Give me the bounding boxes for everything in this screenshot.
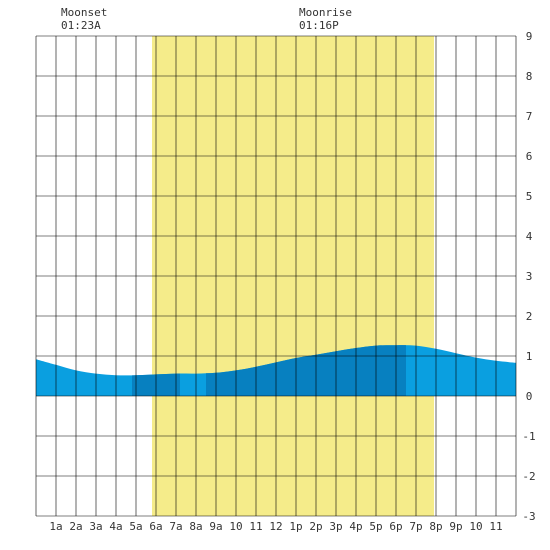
x-tick-label: 9a <box>209 520 222 533</box>
y-tick-label: 6 <box>526 150 533 163</box>
x-tick-label: 8a <box>189 520 202 533</box>
y-tick-label: -2 <box>522 470 535 483</box>
y-tick-label: 9 <box>526 30 533 43</box>
y-tick-label: -3 <box>522 510 535 523</box>
y-tick-label: 0 <box>526 390 533 403</box>
x-tick-label: 4p <box>349 520 362 533</box>
x-tick-label: 4a <box>109 520 122 533</box>
x-tick-label: 6p <box>389 520 402 533</box>
x-tick-label: 7a <box>169 520 182 533</box>
x-tick-labels: 1a 2a 3a 4a 5a 6a 7a 8a 9a 10 11 12 1p 2p 3p 4p 5p 6p 7p 8p… <box>49 520 502 533</box>
x-tick-label: 2p <box>309 520 322 533</box>
x-tick-label: 8p <box>429 520 442 533</box>
x-tick-label: 1a <box>49 520 62 533</box>
y-tick-label: 5 <box>526 190 533 203</box>
x-tick-label: 11 <box>489 520 502 533</box>
x-tick-label: 7p <box>409 520 422 533</box>
y-tick-label: 1 <box>526 350 533 363</box>
moonset-time: 01:23A <box>61 19 101 32</box>
moonrise-time: 01:16P <box>299 19 339 32</box>
y-tick-label: 7 <box>526 110 533 123</box>
x-tick-label: 10 <box>469 520 482 533</box>
x-tick-label: 11 <box>249 520 262 533</box>
x-tick-label: 3a <box>89 520 102 533</box>
y-tick-label: 3 <box>526 270 533 283</box>
y-tick-label: 2 <box>526 310 533 323</box>
x-tick-label: 1p <box>289 520 302 533</box>
x-tick-label: 2a <box>69 520 82 533</box>
y-tick-label: 8 <box>526 70 533 83</box>
moonset-label: Moonset 01:23A <box>61 6 107 32</box>
x-tick-label: 6a <box>149 520 162 533</box>
x-tick-label: 5a <box>129 520 142 533</box>
grid-layer <box>35 35 517 517</box>
x-tick-label: 10 <box>229 520 242 533</box>
moonrise-title: Moonrise <box>299 6 352 19</box>
x-tick-label: 5p <box>369 520 382 533</box>
y-tick-label: -1 <box>522 430 535 443</box>
x-tick-label: 3p <box>329 520 342 533</box>
x-tick-label: 12 <box>269 520 282 533</box>
x-tick-label: 9p <box>449 520 462 533</box>
y-tick-label: 4 <box>526 230 533 243</box>
moonset-title: Moonset <box>61 6 108 19</box>
moonrise-label: Moonrise 01:16P <box>299 6 352 32</box>
y-tick-labels: 9 8 7 6 5 4 3 2 1 0 -1 -2 -3 <box>522 30 535 523</box>
